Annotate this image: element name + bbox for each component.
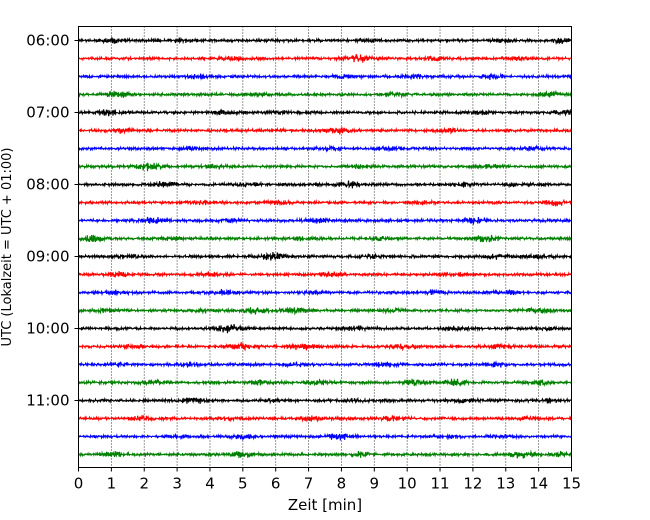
trace-line: [78, 251, 573, 261]
trace-line: [77, 377, 573, 388]
trace-line: [78, 72, 572, 81]
x-tick-label: 8: [337, 475, 347, 493]
trace-line: [77, 234, 572, 243]
x-axis-label: Zeit [min]: [288, 496, 362, 514]
y-tick-label: 06:00: [26, 32, 69, 50]
y-tick-label: 08:00: [26, 176, 69, 194]
x-tick-label: 12: [463, 475, 482, 493]
trace-line: [78, 198, 572, 207]
x-tick-label: 13: [496, 475, 515, 493]
trace-line: [77, 180, 572, 189]
trace-line: [77, 53, 572, 63]
trace-line: [77, 306, 573, 316]
trace-line: [78, 108, 573, 117]
x-tick-label: 9: [370, 475, 380, 493]
trace-line: [78, 324, 573, 334]
trace-line: [78, 396, 572, 405]
trace-line: [77, 144, 572, 153]
x-axis-ticks: 0 1 2 3 4 5 6 7 8 9 10 11 12 13 14 15: [74, 467, 581, 493]
x-tick-label: 11: [430, 475, 449, 493]
x-tick-label: 15: [562, 475, 581, 493]
trace-line: [77, 216, 572, 225]
seismic-traces: [77, 36, 573, 459]
x-tick-label: 14: [529, 475, 548, 493]
x-tick-label: 10: [398, 475, 417, 493]
trace-line: [78, 89, 573, 99]
plot-frame: [78, 26, 572, 468]
x-tick-label: 7: [304, 475, 314, 493]
y-tick-label: 07:00: [26, 104, 69, 122]
trace-line: [78, 36, 572, 46]
y-axis-ticks: 06:00 07:00 08:00 09:00 10:00 11:00: [26, 32, 79, 410]
trace-line: [78, 432, 572, 441]
trace-line: [77, 414, 573, 423]
trace-line: [78, 126, 572, 135]
x-tick-label: 4: [205, 475, 215, 493]
trace-line: [78, 360, 572, 369]
x-tick-label: 3: [172, 475, 182, 493]
x-tick-label: 0: [74, 475, 84, 493]
x-tick-label: 5: [238, 475, 248, 493]
x-tick-label: 1: [107, 475, 117, 493]
trace-line: [78, 449, 573, 459]
y-tick-label: 09:00: [26, 248, 69, 266]
trace-line: [78, 342, 572, 352]
y-tick-label: 11:00: [26, 392, 69, 410]
y-tick-label: 10:00: [26, 320, 69, 338]
y-axis-label: UTC (Lokalzeit = UTC + 01:00): [0, 148, 15, 347]
trace-line: [77, 288, 572, 297]
x-tick-label: 6: [271, 475, 281, 493]
trace-line: [78, 270, 573, 279]
x-tick-label: 2: [139, 475, 149, 493]
trace-line: [78, 161, 572, 172]
